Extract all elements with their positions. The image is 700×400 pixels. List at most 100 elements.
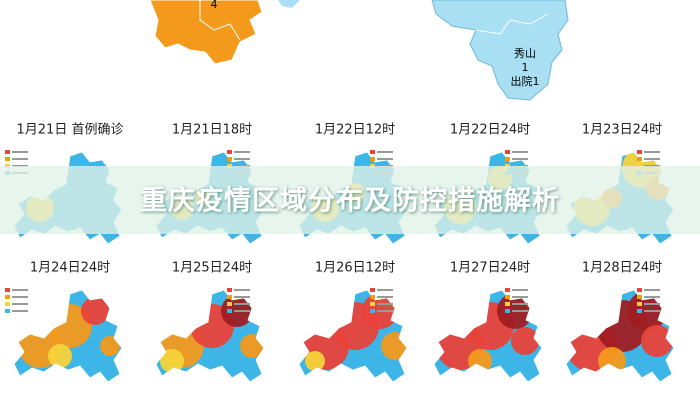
legend-text xyxy=(12,303,28,305)
legend-text xyxy=(12,289,28,291)
legend-swatch xyxy=(505,288,510,292)
legend-text xyxy=(377,296,393,298)
legend xyxy=(637,288,660,313)
map-label: 4 xyxy=(211,0,218,11)
legend-swatch xyxy=(637,295,642,299)
legend-text xyxy=(234,151,250,153)
legend-swatch xyxy=(637,309,642,313)
banner-title: 重庆疫情区域分布及防控措施解析 xyxy=(140,185,560,217)
legend-text xyxy=(12,310,28,312)
legend-text xyxy=(234,303,250,305)
legend-text xyxy=(644,289,660,291)
legend-text xyxy=(512,296,528,298)
region xyxy=(598,347,626,375)
legend-text xyxy=(377,151,393,153)
legend-swatch xyxy=(227,150,232,154)
legend-swatch xyxy=(227,309,232,313)
map-outline xyxy=(155,289,265,383)
panel-label: 1月28日24时 xyxy=(582,261,662,276)
legend-swatch xyxy=(637,288,642,292)
region xyxy=(511,327,539,355)
legend-swatch xyxy=(370,150,375,154)
legend-text xyxy=(644,303,660,305)
region xyxy=(48,344,72,368)
panel-label: 1月23日24时 xyxy=(582,123,662,138)
legend-swatch xyxy=(227,157,232,161)
legend-swatch xyxy=(505,295,510,299)
legend-swatch xyxy=(370,157,375,161)
panel-label: 1月21日 首例确诊 xyxy=(17,123,124,138)
legend xyxy=(5,288,28,313)
legend-swatch xyxy=(5,302,10,306)
map-panel: 1月28日24时 xyxy=(565,261,675,383)
map-outline xyxy=(13,289,123,383)
legend-swatch xyxy=(5,157,10,161)
legend-swatch xyxy=(637,157,642,161)
legend-text xyxy=(512,303,528,305)
legend-text xyxy=(12,296,28,298)
legend-text xyxy=(12,158,28,160)
legend-text xyxy=(512,158,528,160)
map-panel: 1月25日24时 xyxy=(155,261,265,383)
map-fragment xyxy=(278,0,300,8)
legend-swatch xyxy=(5,295,10,299)
top-left-map: 4 xyxy=(149,0,263,65)
legend xyxy=(505,288,528,313)
region xyxy=(81,297,109,325)
region xyxy=(641,325,673,357)
map-label: 1 xyxy=(522,61,529,74)
map-panel: 1月26日12时 xyxy=(298,261,408,383)
region xyxy=(381,332,407,360)
region xyxy=(160,349,184,373)
legend-text xyxy=(377,303,393,305)
panels: 1月21日 首例确诊 1月21日18时 1月22日12时 1月22日24时 1月23日2… xyxy=(5,123,675,383)
map-panel: 1月24日24时 xyxy=(5,261,123,383)
map-outline xyxy=(298,289,408,383)
legend xyxy=(370,288,393,313)
legend-text xyxy=(234,310,250,312)
legend-text xyxy=(234,296,250,298)
panel-label: 1月26日12时 xyxy=(315,261,395,276)
map-outline xyxy=(565,289,675,383)
legend-text xyxy=(377,310,393,312)
legend-swatch xyxy=(5,150,10,154)
legend-swatch xyxy=(505,309,510,313)
legend-swatch xyxy=(637,150,642,154)
legend-swatch xyxy=(227,302,232,306)
legend-swatch xyxy=(505,150,510,154)
region xyxy=(468,349,492,373)
legend-text xyxy=(644,151,660,153)
legend-swatch xyxy=(370,295,375,299)
top-right-map: 秀山 1 出院1 xyxy=(431,0,569,101)
legend-text xyxy=(12,151,28,153)
map-outline xyxy=(433,289,543,383)
legend-swatch xyxy=(637,302,642,306)
legend-text xyxy=(377,289,393,291)
panel-label: 1月22日12时 xyxy=(315,123,395,138)
region xyxy=(240,334,264,358)
legend-swatch xyxy=(505,302,510,306)
legend-text xyxy=(644,310,660,312)
banner xyxy=(0,166,700,234)
legend-swatch xyxy=(5,288,10,292)
legend-swatch xyxy=(227,288,232,292)
region xyxy=(100,336,120,356)
legend-text xyxy=(377,158,393,160)
legend-swatch xyxy=(5,309,10,313)
panel-label: 1月25日24时 xyxy=(172,261,252,276)
map-panel: 1月27日24时 xyxy=(433,261,543,383)
legend-text xyxy=(512,151,528,153)
panel-label: 1月27日24时 xyxy=(450,261,530,276)
panel-label: 1月24日24时 xyxy=(30,261,110,276)
region xyxy=(305,351,325,371)
legend-text xyxy=(644,296,660,298)
legend-swatch xyxy=(370,302,375,306)
map-label: 秀山 xyxy=(514,47,536,60)
map xyxy=(14,290,122,382)
legend-text xyxy=(512,289,528,291)
legend-text xyxy=(234,289,250,291)
legend xyxy=(227,288,250,313)
legend-swatch xyxy=(227,295,232,299)
